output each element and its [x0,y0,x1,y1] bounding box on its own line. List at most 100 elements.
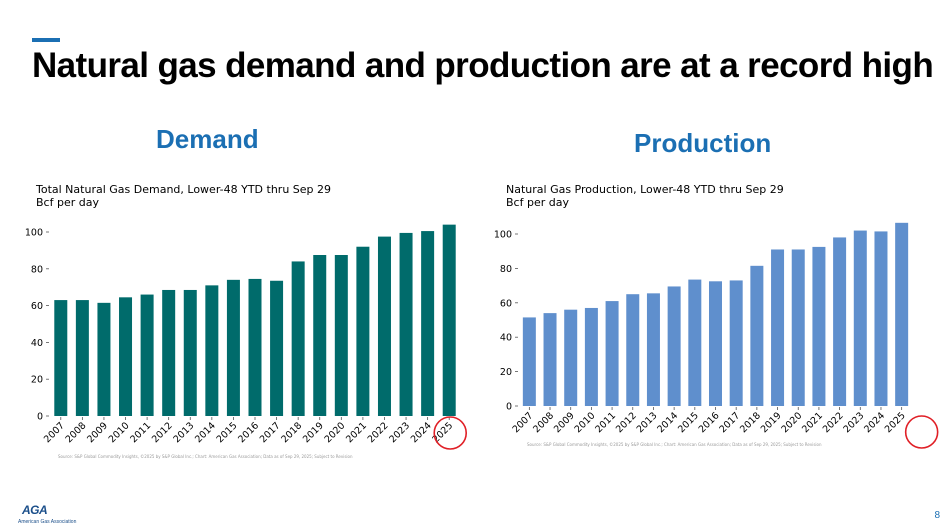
production-bar-2016 [709,281,722,406]
production-x-tick-label-2009: 2009 [552,410,577,435]
production-x-tick-label-2014: 2014 [655,410,680,435]
demand-x-tick-label-2016: 2016 [236,420,261,445]
production-x-tick-label-2023: 2023 [842,410,867,435]
demand-chart: 0 20 40 60 80 100 2007200820092010201120122013… [25,224,468,459]
production-bar-2017 [729,280,743,406]
demand-x-tick-label-2010: 2010 [107,420,132,445]
demand-source-note: Source: S&P Global Commodity Insights, ©… [58,454,353,459]
page-number: 8 [934,510,940,521]
production-chart-title: Natural Gas Production, Lower-48 YTD thr… [506,183,784,196]
production-x-tick-label-2017: 2017 [717,410,742,435]
production-x-tick-label-2013: 2013 [635,410,660,435]
demand-x-tick-label-2011: 2011 [128,420,153,445]
demand-x-tick-label-2024: 2024 [409,420,434,445]
demand-bar-2009 [97,302,111,416]
demand-x-tick-label-2007: 2007 [42,420,67,445]
demand-x-tick-label-2020: 2020 [323,420,348,445]
production-x-tick-label-2010: 2010 [573,410,598,435]
production-highlight-circle [904,415,939,449]
production-bar-2022 [833,237,847,406]
production-bar-2007 [522,317,536,406]
demand-bar-2008 [75,300,89,416]
production-chart-units: Bcf per day [506,196,569,209]
production-bar-2013 [646,293,660,406]
demand-chart-title-block: Total Natural Gas Demand, Lower-48 YTD t… [36,183,331,209]
demand-bar-2007 [54,300,68,416]
production-x-tick-label-2008: 2008 [531,410,556,435]
demand-bar-2015 [226,279,240,416]
demand-bar-2016 [248,278,262,416]
title-accent-bar [32,38,60,42]
demand-y-tick-label: 40 [31,338,43,349]
production-y-tick-label: 20 [500,367,512,378]
demand-y-tick-label: 0 [37,412,43,423]
production-heading: Production [634,128,772,158]
demand-bar-2023 [399,232,413,416]
demand-bar-2024 [421,231,435,416]
production-bar-2010 [584,307,598,406]
demand-bar-2022 [377,236,391,416]
demand-bar-2017 [270,280,284,416]
demand-bar-2025 [442,224,456,416]
demand-bar-2019 [313,255,327,416]
demand-x-tick-label-2023: 2023 [387,420,412,445]
production-x-tick-label-2021: 2021 [800,410,825,435]
production-bar-2018 [750,265,764,406]
production-bar-2020 [791,249,805,406]
demand-bar-2020 [334,255,348,416]
production-x-tick-label-2025: 2025 [883,410,908,435]
demand-y-tick-label: 20 [31,375,43,386]
demand-bar-2021 [356,246,370,416]
production-x-tick-label-2018: 2018 [738,410,763,435]
demand-bar-2013 [183,289,197,416]
production-chart: 0 20 40 60 80 100 2007200820092010201120122013… [494,222,939,449]
production-bar-2023 [853,230,867,406]
demand-y-tick-label: 60 [31,301,43,312]
production-y-tick-label: 100 [494,230,512,241]
production-x-tick-label-2022: 2022 [821,410,846,435]
production-y-tick-label: 60 [500,298,512,309]
demand-heading: Demand [156,124,259,154]
production-chart-title-block: Natural Gas Production, Lower-48 YTD thr… [506,183,784,209]
demand-chart-units: Bcf per day [36,196,99,209]
demand-x-tick-label-2009: 2009 [85,420,110,445]
demand-chart-title: Total Natural Gas Demand, Lower-48 YTD t… [36,183,332,196]
production-x-tick-label-2007: 2007 [511,410,536,435]
demand-x-tick-label-2013: 2013 [172,420,197,445]
demand-x-tick-label-2008: 2008 [64,420,89,445]
production-source-note: Source: S&P Global Commodity Insights, ©… [527,442,822,447]
production-bar-2025 [895,222,909,406]
production-y-tick-label: 0 [506,402,512,413]
production-x-tick-label-2015: 2015 [676,410,701,435]
production-x-tick-label-2020: 2020 [779,410,804,435]
slide-title: Natural gas demand and production are at… [32,46,934,85]
production-x-tick-label-2024: 2024 [862,410,887,435]
demand-y-tick-label: 80 [31,264,43,275]
demand-x-tick-label-2017: 2017 [258,420,283,445]
demand-bar-2018 [291,261,305,416]
production-y-tick-label: 40 [500,333,512,344]
production-bar-2012 [626,294,640,406]
demand-bar-2011 [140,294,154,416]
demand-x-tick-label-2022: 2022 [366,420,391,445]
production-y-tick-label: 80 [500,264,512,275]
production-x-tick-label-2011: 2011 [593,410,618,435]
demand-x-tick-label-2021: 2021 [344,420,369,445]
demand-y-tick-label: 100 [25,228,43,239]
aga-logo-text: American Gas Association [18,519,77,525]
production-bar-2019 [771,249,785,406]
production-bar-2011 [605,301,619,406]
demand-x-tick-label-2015: 2015 [215,420,240,445]
demand-bar-2010 [119,297,133,416]
production-bar-2009 [564,309,578,406]
production-bar-2008 [543,313,557,406]
production-bar-2021 [812,246,826,406]
demand-x-tick-label-2014: 2014 [193,420,218,445]
demand-x-tick-label-2018: 2018 [279,420,304,445]
production-x-tick-label-2016: 2016 [697,410,722,435]
production-bar-2024 [874,231,888,406]
demand-highlight-circle [433,416,468,450]
demand-bar-2014 [205,285,219,416]
demand-x-tick-label-2019: 2019 [301,420,326,445]
